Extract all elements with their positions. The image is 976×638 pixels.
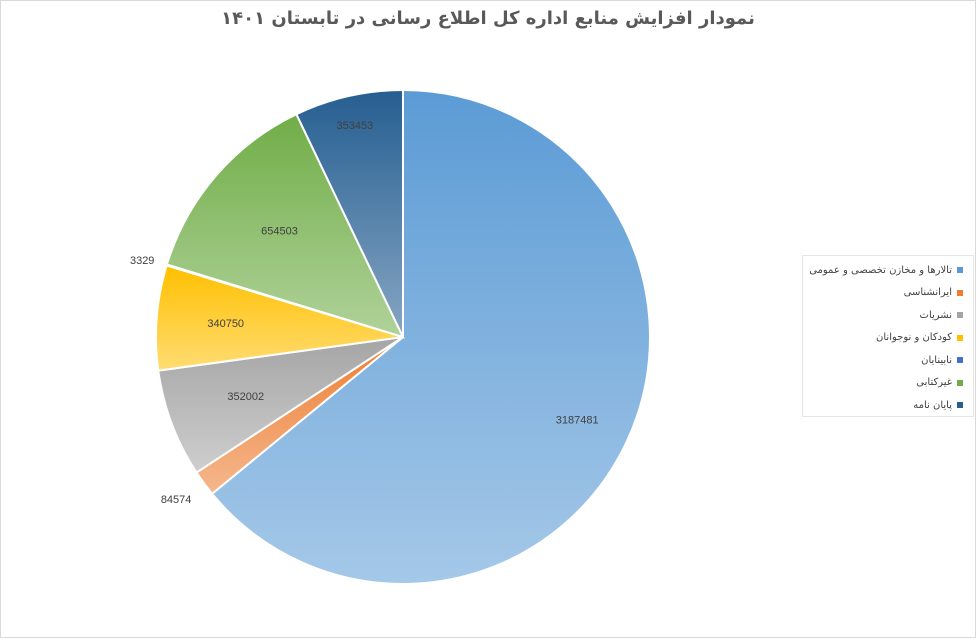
chart-legend: تالارها و مخازن تخصصی و عمومی ایرانشناسی ن… — [802, 255, 974, 417]
data-label-7: 353453 — [337, 120, 374, 132]
legend-item-6: غیرکتابی — [916, 375, 963, 391]
legend-label: تالارها و مخازن تخصصی و عمومی — [809, 264, 952, 276]
legend-label: پایان نامه — [913, 399, 952, 411]
pie-slice-4 — [155, 264, 404, 372]
data-label-6: 654503 — [261, 226, 298, 238]
data-label-5: 3329 — [130, 255, 154, 267]
legend-swatch — [957, 379, 963, 386]
legend-swatch — [957, 402, 963, 408]
legend-item-7: پایان نامه — [913, 397, 963, 413]
legend-item-5: نابینایان — [921, 352, 963, 368]
legend-item-1: تالارها و مخازن تخصصی و عمومی — [809, 262, 963, 278]
legend-label: کودکان و نوجوانان — [876, 332, 952, 343]
data-label-4: 340750 — [207, 318, 244, 330]
pie-slice-6 — [165, 112, 405, 339]
legend-item-2: ایرانشناسی — [904, 285, 963, 301]
data-label-3: 352002 — [227, 391, 264, 403]
legend-label: غیرکتابی — [916, 377, 952, 388]
legend-swatch — [957, 312, 963, 318]
legend-swatch — [957, 334, 963, 341]
pie-slice-3 — [157, 336, 404, 474]
legend-item-3: نشریات — [920, 307, 963, 323]
legend-label: نابینایان — [921, 354, 952, 366]
legend-swatch — [957, 357, 963, 363]
pie-slice-1 — [210, 88, 651, 585]
legend-swatch — [957, 289, 963, 296]
legend-label: ایرانشناسی — [903, 287, 952, 298]
legend-swatch — [957, 267, 963, 273]
legend-label: نشریات — [919, 309, 952, 321]
legend-item-4: کودکان و نوجوانان — [876, 330, 963, 346]
chart-title: نمودار افزایش منابع اداره کل اطلاع رسانی… — [221, 8, 755, 29]
data-label-2: 84574 — [161, 494, 192, 506]
pie-slice-7 — [295, 88, 404, 338]
data-label-1: 3187481 — [556, 414, 599, 426]
